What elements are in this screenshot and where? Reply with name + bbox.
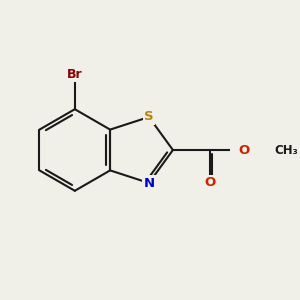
- Text: CH₃: CH₃: [274, 143, 298, 157]
- Text: Br: Br: [67, 68, 83, 81]
- Text: O: O: [239, 143, 250, 157]
- Text: N: N: [143, 176, 155, 190]
- Text: O: O: [204, 176, 215, 189]
- Text: S: S: [144, 110, 154, 124]
